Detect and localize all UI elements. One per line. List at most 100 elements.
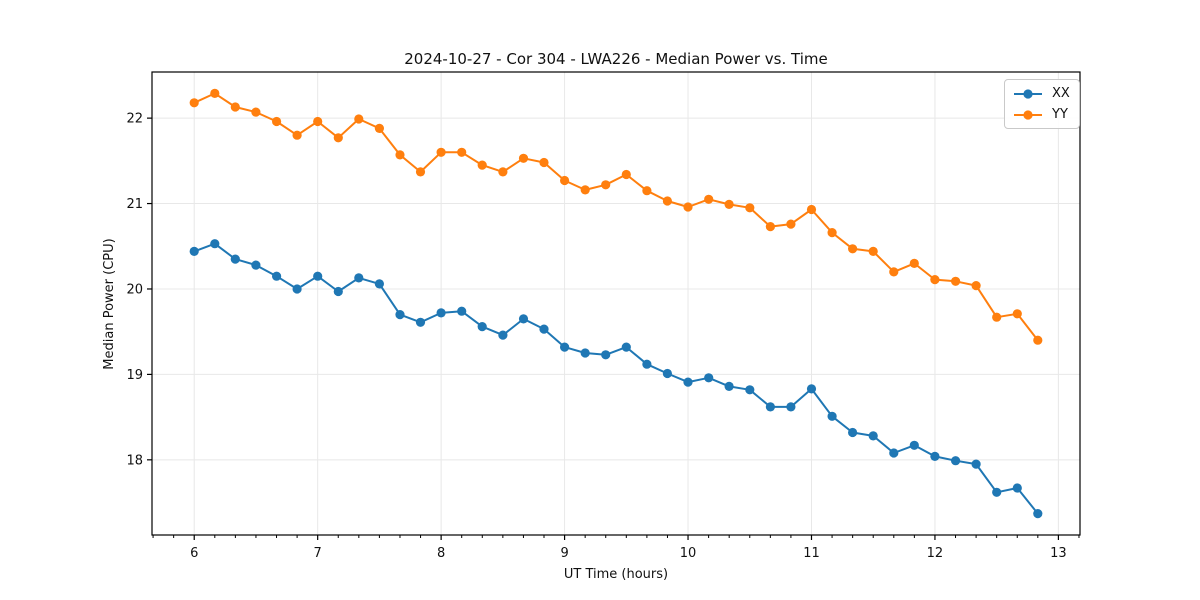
chart-title: 2024-10-27 - Cor 304 - LWA226 - Median P… xyxy=(404,50,828,68)
data-point-yy xyxy=(992,312,1002,322)
data-point-yy xyxy=(189,98,199,108)
data-point-yy xyxy=(951,276,961,286)
data-point-yy xyxy=(745,203,755,213)
data-point-yy xyxy=(601,180,611,190)
data-point-yy xyxy=(683,202,693,212)
data-point-xx xyxy=(848,427,858,438)
data-point-xx xyxy=(395,310,405,320)
legend-label-xx: XX xyxy=(1052,86,1070,101)
data-point-yy xyxy=(374,123,384,133)
data-point-yy xyxy=(848,244,858,254)
x-tick-label: 7 xyxy=(314,546,322,561)
data-point-yy xyxy=(539,157,549,168)
data-point-xx xyxy=(909,440,919,450)
series-layer xyxy=(189,88,1043,519)
data-point-yy xyxy=(889,267,899,277)
legend: XX YY xyxy=(1004,79,1080,129)
plot-area xyxy=(152,72,1080,535)
data-point-yy xyxy=(313,116,323,127)
data-point-yy xyxy=(765,222,776,232)
data-point-xx xyxy=(951,456,961,466)
data-point-yy xyxy=(724,199,734,209)
data-point-xx xyxy=(415,317,426,327)
data-point-yy xyxy=(210,88,220,98)
data-point-xx xyxy=(436,308,446,318)
data-point-xx xyxy=(827,411,837,421)
data-point-yy xyxy=(827,228,837,238)
data-point-yy xyxy=(786,219,796,229)
data-point-yy xyxy=(457,147,467,157)
data-point-yy xyxy=(704,194,714,204)
legend-entry-xx: XX xyxy=(1012,84,1070,103)
data-point-xx xyxy=(477,322,487,332)
y-tick-label: 20 xyxy=(126,282,143,297)
data-point-xx xyxy=(621,342,631,352)
x-tick-label: 13 xyxy=(1050,546,1067,561)
data-point-xx xyxy=(189,246,199,256)
data-point-xx xyxy=(354,273,364,283)
data-point-yy xyxy=(333,133,343,143)
gridlines-layer xyxy=(152,72,1080,535)
data-point-yy xyxy=(868,246,878,256)
data-point-xx xyxy=(889,448,899,458)
x-tick-label: 11 xyxy=(803,546,820,561)
data-point-xx xyxy=(333,286,343,297)
data-point-yy xyxy=(436,147,446,157)
x-tick-label: 6 xyxy=(190,546,198,561)
data-point-xx xyxy=(457,306,467,316)
data-point-yy xyxy=(395,150,405,160)
y-axis-label: Median Power (CPU) xyxy=(102,238,117,369)
data-point-yy xyxy=(498,167,508,177)
data-point-yy xyxy=(272,116,282,127)
data-point-xx xyxy=(786,402,796,412)
data-point-xx xyxy=(662,368,673,379)
y-tick-label: 22 xyxy=(126,112,143,127)
data-point-xx xyxy=(704,373,714,383)
legend-entry-yy: YY xyxy=(1012,105,1070,124)
data-point-xx xyxy=(374,279,384,289)
data-point-xx xyxy=(868,431,878,441)
data-point-yy xyxy=(415,167,426,177)
axes-spines xyxy=(151,71,1081,536)
legend-label-yy: YY xyxy=(1052,107,1068,122)
data-point-xx xyxy=(601,350,611,360)
ticks-layer: 6 7 8 9 10 11 12 13 18 19 20 21 22 xyxy=(126,112,1080,561)
data-point-yy xyxy=(354,114,364,124)
data-point-xx xyxy=(971,459,981,469)
data-point-xx xyxy=(765,402,776,412)
data-point-yy xyxy=(1033,335,1043,345)
data-point-yy xyxy=(971,281,981,291)
data-point-yy xyxy=(477,160,487,170)
data-point-xx xyxy=(560,342,570,352)
data-point-xx xyxy=(930,451,940,461)
data-point-xx xyxy=(642,359,652,369)
data-point-yy xyxy=(230,102,240,112)
data-point-xx xyxy=(518,314,529,324)
spines-layer xyxy=(151,71,1081,536)
data-point-xx xyxy=(251,260,261,270)
data-point-yy xyxy=(251,107,261,117)
data-point-xx xyxy=(292,284,302,294)
y-tick-label: 18 xyxy=(126,453,143,468)
data-point-xx xyxy=(724,381,734,391)
y-tick-label: 21 xyxy=(126,197,143,212)
data-point-xx xyxy=(1033,508,1043,519)
data-point-yy xyxy=(930,275,940,285)
data-point-yy xyxy=(518,153,529,163)
y-tick-label: 19 xyxy=(126,368,143,383)
data-point-yy xyxy=(292,130,302,140)
data-point-yy xyxy=(909,258,919,268)
data-point-xx xyxy=(230,254,240,264)
data-point-xx xyxy=(498,330,508,340)
x-axis-label: UT Time (hours) xyxy=(564,567,668,582)
data-point-xx xyxy=(272,271,282,281)
data-point-yy xyxy=(642,186,652,196)
data-point-xx xyxy=(1012,483,1022,493)
data-point-yy xyxy=(662,196,673,206)
data-point-yy xyxy=(806,204,817,215)
data-point-xx xyxy=(745,385,755,395)
data-point-yy xyxy=(1012,309,1022,319)
data-point-xx xyxy=(539,324,549,334)
data-point-xx xyxy=(806,384,817,394)
